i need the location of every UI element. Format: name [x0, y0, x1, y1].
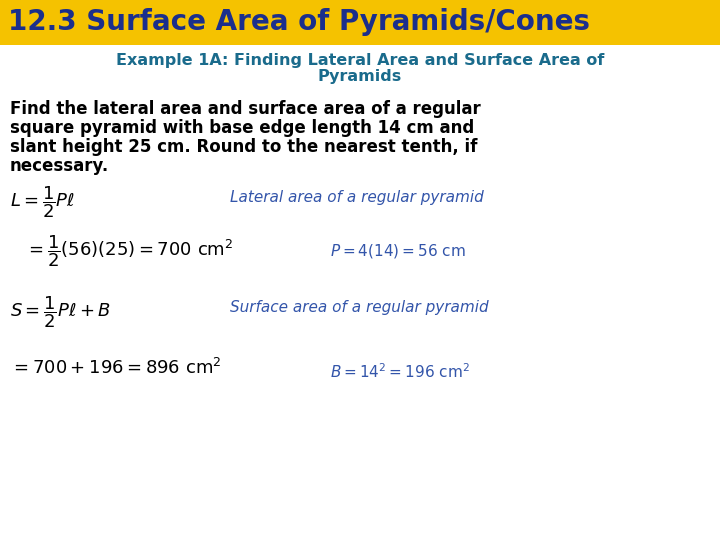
Text: square pyramid with base edge length 14 cm and: square pyramid with base edge length 14 … [10, 119, 474, 137]
Text: Surface area of a regular pyramid: Surface area of a regular pyramid [230, 300, 489, 315]
Text: Find the lateral area and surface area of a regular: Find the lateral area and surface area o… [10, 100, 481, 118]
Text: $= 700 + 196 = 896\ \mathrm{cm}^2$: $= 700 + 196 = 896\ \mathrm{cm}^2$ [10, 358, 222, 378]
Text: $= \dfrac{1}{2}(56)(25) = 700\ \mathrm{cm}^2$: $= \dfrac{1}{2}(56)(25) = 700\ \mathrm{c… [25, 233, 233, 268]
Bar [0, 0, 720, 45]
Text: $B = 14^2 = 196\ \mathrm{cm}^2$: $B = 14^2 = 196\ \mathrm{cm}^2$ [330, 362, 470, 381]
Text: $L = \dfrac{1}{2}P\ell$: $L = \dfrac{1}{2}P\ell$ [10, 184, 75, 220]
Text: slant height 25 cm. Round to the nearest tenth, if: slant height 25 cm. Round to the nearest… [10, 138, 477, 156]
Text: necessary.: necessary. [10, 157, 109, 175]
Text: $S = \dfrac{1}{2}P\ell + B$: $S = \dfrac{1}{2}P\ell + B$ [10, 294, 111, 329]
Text: Pyramids: Pyramids [318, 69, 402, 84]
Text: 12.3 Surface Area of Pyramids/Cones: 12.3 Surface Area of Pyramids/Cones [8, 9, 590, 37]
Text: Example 1A: Finding Lateral Area and Surface Area of: Example 1A: Finding Lateral Area and Sur… [116, 52, 604, 68]
Text: Lateral area of a regular pyramid: Lateral area of a regular pyramid [230, 190, 484, 205]
Text: $P = 4(14) = 56\ \mathrm{cm}$: $P = 4(14) = 56\ \mathrm{cm}$ [330, 242, 466, 260]
